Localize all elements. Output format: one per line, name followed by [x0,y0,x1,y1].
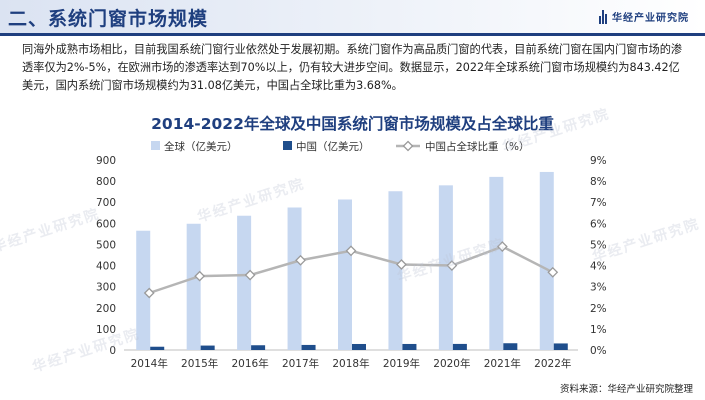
legend-label-global: 全球（亿美元） [164,140,238,153]
y-right-tick-label: 5% [590,239,607,251]
brand-logo: 华经产业研究院 [599,9,689,24]
share-point [194,270,206,282]
y-right-tick-label: 8% [590,176,607,188]
global-bar [539,171,554,350]
x-tick-label: 2020年 [433,357,470,370]
global-bar [388,191,403,350]
share-point [396,259,407,270]
legend-swatch-china [283,141,292,150]
legend-label-share: 中国占全球比重（%） [425,140,529,153]
y-right-tick-label: 7% [590,197,607,209]
global-bar [237,215,252,350]
share-point [244,269,256,281]
y-left-tick-label: 800 [96,176,116,188]
y-right-tick-label: 2% [590,303,607,315]
share-point [547,266,559,278]
share-point [143,287,155,299]
header-band [0,0,705,33]
share-point [295,254,306,266]
china-bar [452,343,467,350]
bars-logo-icon [599,9,608,24]
legend-swatch-global [151,141,160,150]
y-left-tick-label: 600 [96,218,116,230]
x-tick-label: 2022年 [534,357,571,370]
legend-label-china: 中国（亿美元） [296,140,370,153]
x-tick-label: 2021年 [484,357,521,370]
x-tick-label: 2019年 [383,357,420,370]
y-left-tick-label: 200 [96,303,116,315]
china-bar [352,343,366,350]
y-left-tick-label: 300 [96,282,116,294]
legend-swatch-share-marker [402,140,414,152]
china-bar [251,345,266,350]
china-bar [402,343,417,350]
global-bar [338,199,352,350]
y-right-tick-label: 9% [590,155,607,167]
china-bar [553,343,568,350]
y-left-tick-label: 500 [96,239,116,251]
global-bar [287,207,302,350]
share-point [446,260,458,271]
brand-name: 华经产业研究院 [612,13,689,24]
y-right-tick-label: 0% [590,345,607,357]
global-bar [438,185,453,350]
global-bar [489,176,504,350]
y-right-tick-label: 3% [590,282,607,294]
y-left-tick-label: 400 [96,261,116,273]
china-bar [503,343,518,350]
source-note: 资料来源：华经产业研究院整理 [559,384,693,395]
page-title: 二、系统门窗市场规模 [8,8,209,30]
x-tick-label: 2018年 [332,357,369,370]
x-tick-label: 2015年 [181,357,218,370]
page-header: 二、系统门窗市场规模 华经产业研究院 [0,0,705,36]
intro-paragraph: 同海外成熟市场相比，目前我国系统门窗行业依然处于发展初期。系统门窗作为高品质门窗… [22,43,683,92]
y-right-tick-label: 1% [590,324,607,336]
chart-title: 2014-2022年全球及中国系统门窗市场规模及占全球比重 [151,115,554,133]
share-point [345,245,357,257]
global-bar [186,223,201,350]
x-tick-label: 2014年 [131,357,168,370]
y-left-tick-label: 0 [109,345,116,357]
y-left-tick-label: 100 [96,324,116,336]
share-point [496,241,508,252]
header-rule [0,33,705,36]
y-left-tick-label: 700 [96,197,116,209]
x-tick-label: 2017年 [282,357,319,370]
global-bar [136,230,151,350]
y-left-tick-label: 900 [96,155,116,167]
china-bar [301,344,316,350]
y-right-tick-label: 4% [590,261,607,273]
china-bar [150,346,165,350]
china-bar [200,345,215,350]
y-right-tick-label: 6% [590,218,607,230]
x-tick-label: 2016年 [231,357,268,370]
